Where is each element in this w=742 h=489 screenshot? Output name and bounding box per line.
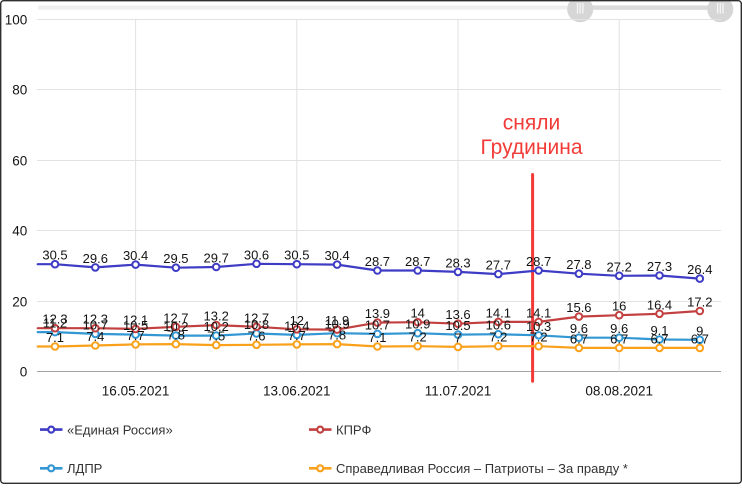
svg-text:10.7: 10.7	[365, 317, 390, 332]
svg-text:14: 14	[410, 306, 424, 321]
svg-text:20: 20	[12, 294, 27, 309]
svg-text:ЛДПР: ЛДПР	[67, 461, 102, 476]
svg-text:9: 9	[696, 323, 703, 338]
svg-text:12: 12	[290, 313, 304, 328]
svg-text:28.7: 28.7	[526, 254, 551, 269]
svg-text:10.9: 10.9	[405, 317, 430, 332]
svg-text:40: 40	[12, 223, 27, 238]
svg-text:7.7: 7.7	[288, 328, 306, 343]
svg-text:11.2: 11.2	[43, 316, 67, 331]
svg-text:7.1: 7.1	[368, 330, 386, 345]
svg-text:30.5: 30.5	[284, 248, 309, 263]
svg-text:13.9: 13.9	[365, 306, 390, 321]
svg-text:10.5: 10.5	[445, 318, 470, 333]
svg-text:29.6: 29.6	[83, 251, 108, 266]
svg-text:27.2: 27.2	[607, 259, 632, 274]
svg-text:10.3: 10.3	[526, 319, 551, 334]
svg-text:9.6: 9.6	[570, 321, 588, 336]
svg-text:80: 80	[12, 82, 27, 97]
svg-text:15.6: 15.6	[566, 300, 591, 315]
svg-text:16.05.2021: 16.05.2021	[102, 384, 170, 399]
svg-text:11.9: 11.9	[325, 313, 349, 328]
svg-text:7.5: 7.5	[207, 329, 225, 344]
svg-text:7.4: 7.4	[86, 329, 104, 344]
svg-text:7.8: 7.8	[328, 328, 346, 343]
svg-text:26.4: 26.4	[687, 262, 712, 277]
svg-text:29.7: 29.7	[204, 251, 229, 266]
svg-text:12.3: 12.3	[42, 312, 67, 327]
svg-text:28.7: 28.7	[365, 254, 390, 269]
svg-text:30.6: 30.6	[244, 247, 269, 262]
svg-text:29.5: 29.5	[163, 251, 188, 266]
svg-text:12.1: 12.1	[123, 312, 148, 327]
svg-text:14.1: 14.1	[486, 305, 511, 320]
svg-text:7.6: 7.6	[247, 328, 265, 343]
svg-text:9.1: 9.1	[650, 323, 668, 338]
svg-text:13.06.2021: 13.06.2021	[263, 384, 331, 399]
svg-text:13.2: 13.2	[204, 309, 229, 324]
svg-text:10.8: 10.8	[244, 317, 269, 332]
svg-text:6.7: 6.7	[650, 331, 668, 346]
svg-text:27.7: 27.7	[486, 258, 511, 273]
svg-text:КПРФ: КПРФ	[336, 422, 371, 437]
svg-text:7: 7	[454, 330, 461, 345]
svg-text:сняли: сняли	[503, 112, 560, 135]
svg-text:30.4: 30.4	[324, 248, 349, 263]
svg-text:7.2: 7.2	[409, 330, 427, 345]
svg-text:10.2: 10.2	[204, 319, 229, 334]
svg-text:10.2: 10.2	[163, 319, 188, 334]
svg-text:30.4: 30.4	[123, 248, 148, 263]
svg-text:17.2: 17.2	[687, 295, 712, 310]
svg-text:6.7: 6.7	[570, 331, 588, 346]
svg-text:10.5: 10.5	[123, 318, 148, 333]
svg-text:11.07.2021: 11.07.2021	[425, 384, 492, 399]
svg-text:27.8: 27.8	[566, 257, 591, 272]
svg-text:6.7: 6.7	[610, 331, 628, 346]
svg-text:7.7: 7.7	[127, 328, 145, 343]
svg-text:30.5: 30.5	[42, 248, 67, 263]
svg-text:27.3: 27.3	[647, 259, 672, 274]
svg-text:Грудинина: Грудинина	[480, 136, 582, 159]
svg-text:Справедливая Россия – Патриоты: Справедливая Россия – Патриоты – За прав…	[336, 461, 628, 476]
svg-text:12.3: 12.3	[83, 312, 108, 327]
svg-text:«Единая Россия»: «Единая Россия»	[67, 422, 173, 437]
svg-text:7.2: 7.2	[530, 330, 548, 345]
svg-text:10.7: 10.7	[83, 317, 108, 332]
svg-text:08.08.2021: 08.08.2021	[585, 384, 653, 399]
svg-text:60: 60	[12, 153, 27, 168]
svg-text:7.2: 7.2	[489, 330, 507, 345]
svg-text:10.6: 10.6	[486, 318, 511, 333]
svg-text:7.8: 7.8	[167, 328, 185, 343]
svg-text:28.7: 28.7	[405, 254, 430, 269]
svg-text:10.9: 10.9	[324, 317, 349, 332]
svg-text:100: 100	[5, 12, 28, 27]
svg-text:6.7: 6.7	[691, 331, 709, 346]
svg-text:7.1: 7.1	[46, 330, 64, 345]
svg-text:16.4: 16.4	[647, 297, 672, 312]
svg-text:10.4: 10.4	[284, 318, 309, 333]
svg-text:0: 0	[20, 364, 28, 379]
svg-text:16: 16	[612, 299, 626, 314]
svg-text:12.7: 12.7	[244, 310, 269, 325]
svg-text:14.1: 14.1	[526, 305, 551, 320]
svg-text:28.3: 28.3	[445, 255, 470, 270]
svg-text:12.7: 12.7	[163, 310, 188, 325]
svg-text:9.6: 9.6	[610, 321, 628, 336]
svg-text:13.6: 13.6	[445, 307, 470, 322]
